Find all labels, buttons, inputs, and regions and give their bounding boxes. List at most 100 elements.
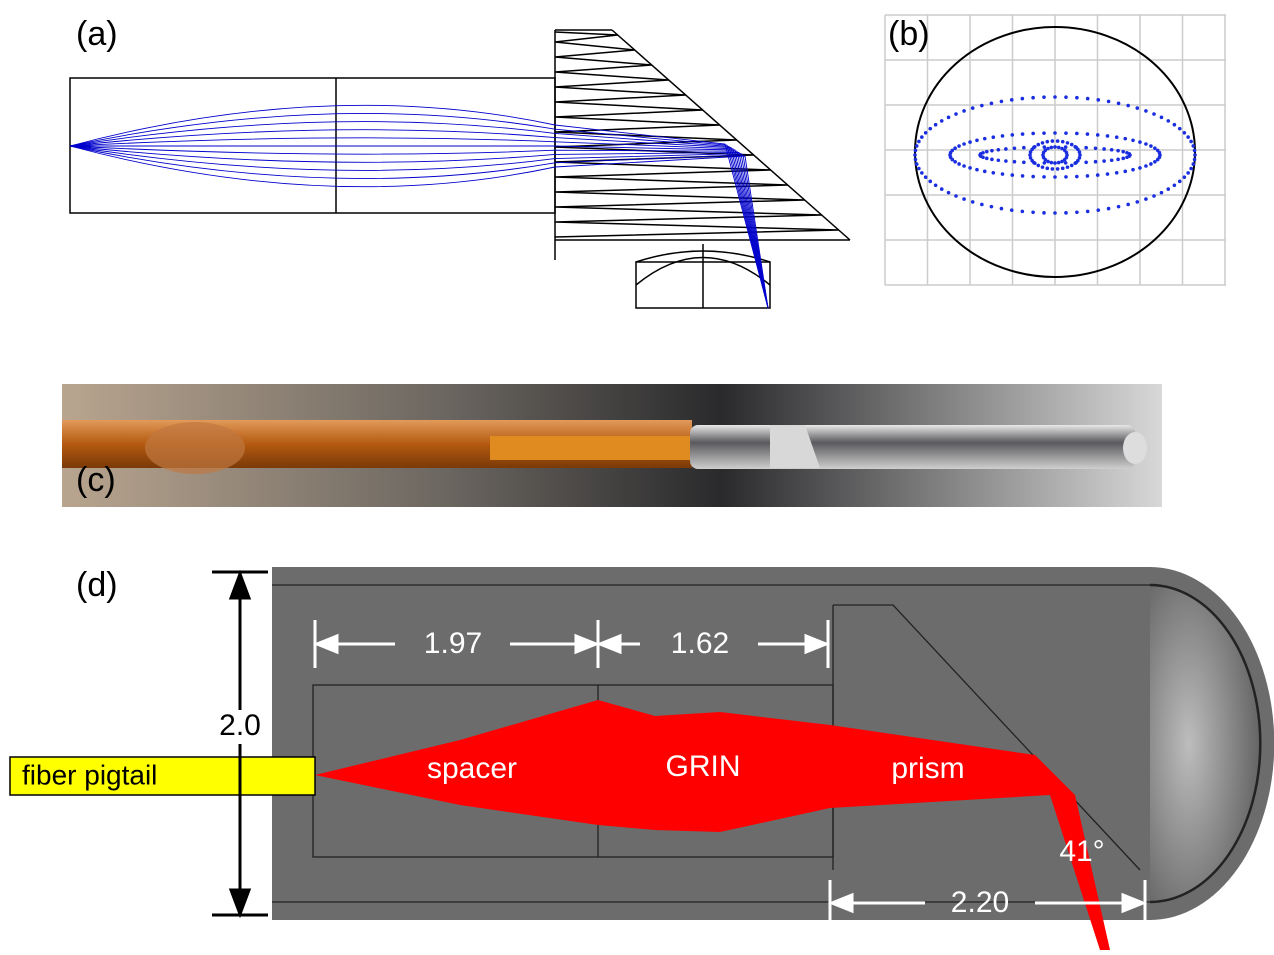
tip: [1123, 432, 1147, 464]
figure: (a) (b) (c): [0, 0, 1274, 955]
part-label: GRIN: [666, 750, 741, 783]
spot: [954, 112, 958, 116]
spot: [1053, 131, 1057, 135]
spot: [1193, 158, 1197, 162]
spot: [968, 140, 972, 144]
spot: [1053, 95, 1057, 99]
spot: [1116, 149, 1120, 153]
spot: [1189, 167, 1193, 171]
spot: [1013, 146, 1017, 150]
spot: [983, 137, 987, 141]
spot: [934, 123, 938, 127]
dimension: 2.0: [219, 709, 261, 742]
spot: [1131, 168, 1135, 172]
spot: [1106, 134, 1110, 138]
spot: [1117, 102, 1121, 106]
spot: [914, 158, 918, 162]
spot: [1096, 208, 1100, 212]
spot: [1123, 170, 1127, 174]
spot: [990, 149, 994, 153]
spot: [1144, 142, 1148, 146]
spot: [990, 102, 994, 106]
spot: [997, 148, 1001, 152]
panel-c: [62, 384, 1162, 507]
spot: [1021, 132, 1025, 136]
spot: [1193, 153, 1197, 157]
spot: [1086, 97, 1090, 101]
spot: [1106, 172, 1110, 176]
spot: [1064, 95, 1068, 99]
spot: [1126, 203, 1130, 207]
spot: [1066, 141, 1070, 145]
spot: [1053, 145, 1057, 149]
spot: [920, 171, 924, 175]
spot: [1115, 135, 1119, 139]
spot: [1153, 146, 1157, 150]
spot: [1073, 145, 1077, 149]
spot: [1086, 132, 1090, 136]
spot: [1144, 109, 1148, 113]
spot: [962, 197, 966, 201]
spot: [1156, 158, 1160, 162]
spot: [928, 127, 932, 131]
spot: [1042, 95, 1046, 99]
dimension: 1.62: [671, 627, 729, 660]
spot: [975, 168, 979, 172]
spot: [1107, 207, 1111, 211]
spot: [1043, 145, 1047, 149]
angle: 41°: [1059, 835, 1104, 868]
spot: [1135, 200, 1139, 204]
spot: [980, 203, 984, 207]
spot: [1001, 172, 1005, 176]
panel-b: [885, 15, 1226, 285]
arrow-head: [231, 574, 249, 598]
spot: [1117, 205, 1121, 209]
spot: [1173, 123, 1177, 127]
spot: [962, 164, 966, 168]
spot: [1189, 140, 1193, 144]
spot: [914, 149, 918, 153]
spot: [1149, 144, 1153, 148]
spot: [1078, 150, 1082, 154]
spot: [917, 167, 921, 171]
spot: [1049, 146, 1053, 150]
spot: [1123, 137, 1127, 141]
spot: [1135, 106, 1139, 110]
spot: [1094, 146, 1098, 150]
spot: [1149, 162, 1153, 166]
panel-a: [70, 30, 850, 308]
spot: [971, 106, 975, 110]
spot: [1036, 164, 1040, 168]
spot: [1031, 132, 1035, 136]
spot: [1033, 161, 1037, 165]
spot: [997, 158, 1001, 162]
spot: [1041, 165, 1045, 169]
spot: [915, 162, 919, 166]
spot: [962, 109, 966, 113]
spot: [1042, 131, 1046, 135]
panel-label: (c): [76, 461, 116, 499]
spot: [1064, 145, 1068, 149]
spot: [1183, 131, 1187, 135]
ray: [70, 122, 768, 308]
spot: [1041, 141, 1045, 145]
page: (a) (b) (c): [0, 0, 1274, 955]
spot: [1152, 194, 1156, 198]
spot: [1021, 174, 1025, 178]
spot: [1046, 147, 1050, 151]
spot: [1158, 151, 1162, 155]
spot: [1125, 155, 1129, 159]
spot: [934, 184, 938, 188]
ray: [70, 146, 768, 308]
spot: [913, 153, 917, 157]
spot: [1064, 211, 1068, 215]
spot: [1075, 96, 1079, 100]
spot: [924, 131, 928, 135]
spot: [953, 160, 957, 164]
spot: [953, 146, 957, 150]
spot: [1065, 151, 1069, 155]
spot: [1042, 175, 1046, 179]
spot: [1166, 119, 1170, 123]
spot: [1022, 146, 1026, 150]
dimension: 2.20: [951, 886, 1009, 919]
